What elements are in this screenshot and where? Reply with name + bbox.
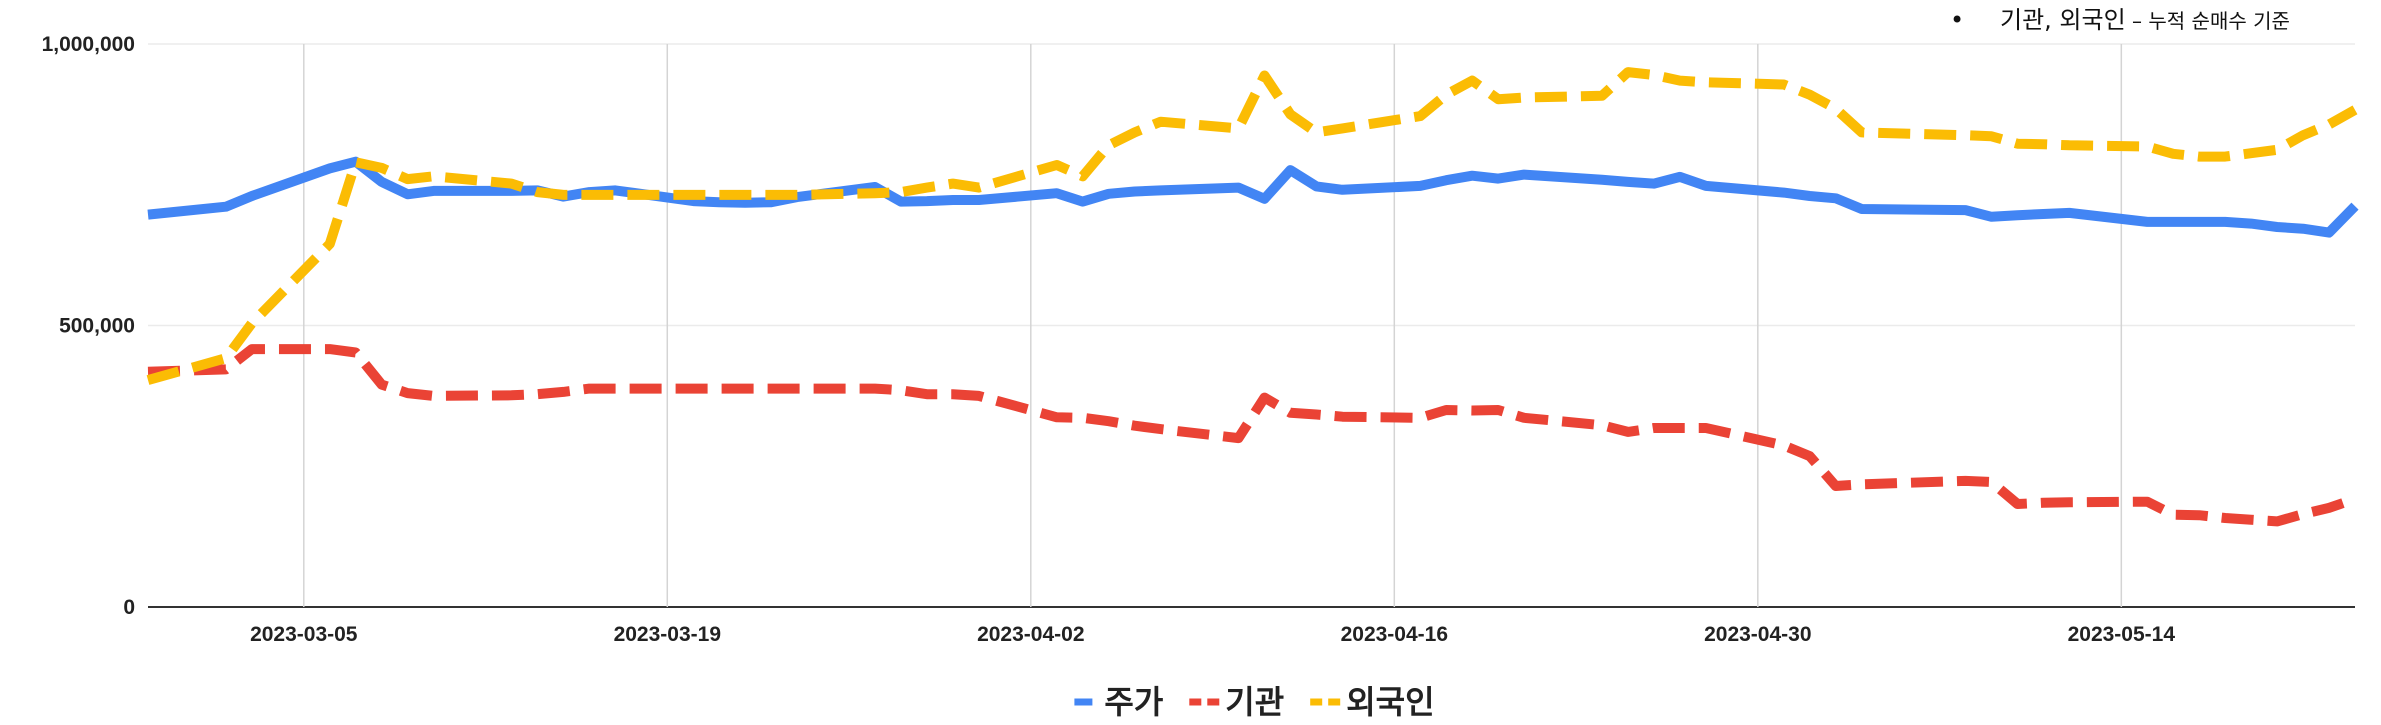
annotation-bullet: • <box>1950 6 1964 34</box>
x-tick-label: 2023-04-02 <box>977 623 1084 646</box>
legend-item: 기관 <box>1189 683 1284 721</box>
x-tick-label: 2023-04-16 <box>1341 623 1448 646</box>
series-line-주가 <box>147 156 2359 238</box>
top-annotation: • 기관, 외국인 – 누적 순매수 기준 <box>1950 6 2290 34</box>
x-tick-label: 2023-03-05 <box>250 623 358 646</box>
legend: 주가 기관 외국인 <box>1074 683 1435 721</box>
legend-label: 기관 <box>1225 683 1284 721</box>
annotation-rest: – 누적 순매수 기준 <box>2126 9 2290 33</box>
legend-label: 외국인 <box>1346 683 1434 721</box>
series-lines <box>146 67 2359 527</box>
x-axis-tick-labels: 2023-03-05 2023-03-19 2023-04-02 2023-04-16… <box>250 623 2175 646</box>
annotation-text: 기관, 외국인 – 누적 순매수 기준 <box>2000 6 2290 34</box>
x-tick-label: 2023-03-19 <box>614 623 721 646</box>
y-tick-label: 0 <box>123 596 135 619</box>
y-tick-label: 1,000,000 <box>42 33 135 56</box>
x-tick-label: 2023-04-30 <box>1704 623 1811 646</box>
gridlines <box>148 43 2355 608</box>
annotation-main: 기관, 외국인 <box>2000 6 2126 34</box>
x-tick-label: 2023-05-14 <box>2068 623 2176 646</box>
legend-label: 주가 <box>1104 683 1163 721</box>
series-line-기관 <box>147 344 2357 527</box>
y-tick-label: 500,000 <box>59 315 135 338</box>
legend-item: 외국인 <box>1310 683 1435 721</box>
series-line-외국인 <box>146 67 2358 385</box>
y-axis-tick-labels: 0 500,000 1,000,000 <box>42 33 135 619</box>
legend-item: 주가 <box>1074 683 1163 721</box>
